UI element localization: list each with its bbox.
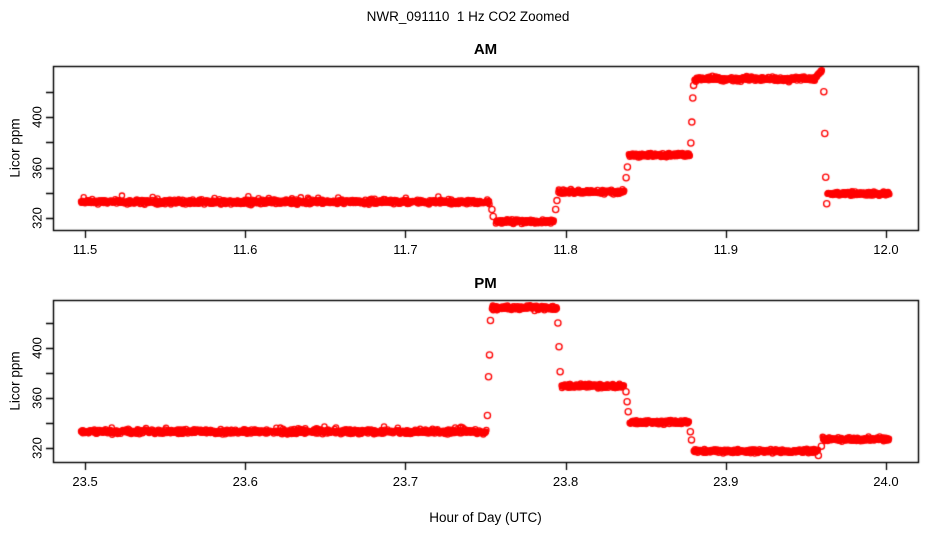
am-y-tick-label: 320 xyxy=(29,207,45,230)
am-x-tick-label: 11.7 xyxy=(393,242,418,257)
pm-x-tick-label: 24.0 xyxy=(873,474,899,489)
figure-title: NWR_091110 1 Hz CO2 Zoomed xyxy=(366,9,570,24)
x-axis-label: Hour of Day (UTC) xyxy=(429,510,542,525)
pm-x-tick-label: 23.9 xyxy=(713,474,739,489)
am-x-tick-label: 11.9 xyxy=(713,242,738,257)
am-y-axis-label: Licor ppm xyxy=(7,118,23,178)
am-x-tick-label: 11.5 xyxy=(72,242,98,257)
am-panel-title: AM xyxy=(473,41,498,58)
am-y-tick-label: 400 xyxy=(29,106,45,128)
pm-x-tick-label: 23.6 xyxy=(232,474,258,489)
am-y-tick-label: 360 xyxy=(29,156,45,179)
am-x-tick-label: 11.8 xyxy=(553,242,578,257)
pm-y-tick-label: 320 xyxy=(29,437,45,459)
am-x-tick-label: 11.6 xyxy=(233,242,258,257)
am-x-tick-label: 12.0 xyxy=(873,242,899,257)
pm-x-tick-label: 23.8 xyxy=(552,474,579,489)
pm-panel-title: PM xyxy=(474,275,497,292)
pm-y-tick-label: 400 xyxy=(29,337,45,359)
pm-x-tick-label: 23.7 xyxy=(392,474,419,489)
pm-y-tick-label: 360 xyxy=(29,387,45,409)
pm-x-tick-label: 23.5 xyxy=(72,474,98,489)
pm-y-axis-label: Licor ppm xyxy=(7,351,23,411)
